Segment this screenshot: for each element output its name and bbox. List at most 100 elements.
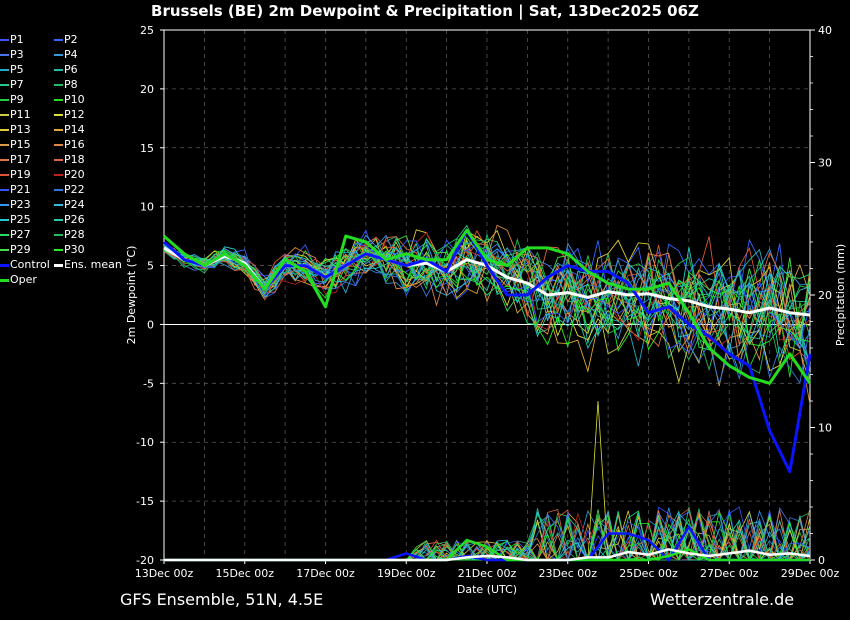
y-tick-label: -15 — [136, 495, 154, 508]
x-tick-label: 23Dec 00z — [538, 567, 597, 580]
legend-swatch — [0, 114, 9, 116]
legend-item: P5 — [0, 62, 24, 77]
y2-tick-label: 20 — [818, 289, 832, 302]
legend-swatch — [0, 174, 9, 176]
legend-label: Oper — [10, 273, 37, 286]
y-tick-label: 10 — [140, 201, 154, 214]
legend-label: Ens. mean — [64, 258, 122, 271]
legend-item: P21 — [0, 182, 31, 197]
legend-item: Oper — [0, 272, 37, 287]
legend-label: P18 — [64, 153, 85, 166]
legend-label: P22 — [64, 183, 85, 196]
member-line-P25 — [163, 245, 811, 345]
legend-label: P12 — [64, 108, 85, 121]
y-tick-label: 5 — [147, 260, 154, 273]
legend-item: P27 — [0, 227, 31, 242]
legend-swatch — [54, 114, 63, 116]
legend-swatch — [0, 263, 9, 267]
legend-label: P24 — [64, 198, 85, 211]
legend-item: P26 — [54, 212, 85, 227]
y-tick-label: -5 — [143, 377, 154, 390]
y2-tick-label: 0 — [818, 554, 825, 567]
x-tick-label: 15Dec 00z — [215, 567, 274, 580]
legend-label: P11 — [10, 108, 31, 121]
member-line-P17 — [163, 245, 811, 346]
legend-swatch — [0, 84, 9, 86]
legend-swatch — [54, 54, 63, 56]
legend-swatch — [0, 249, 9, 251]
legend-swatch — [0, 99, 9, 101]
x-tick-label: 13Dec 00z — [135, 567, 194, 580]
legend-swatch — [0, 129, 9, 131]
legend-swatch — [0, 278, 9, 282]
y2-tick-label: 10 — [818, 422, 832, 435]
legend-item: P28 — [54, 227, 85, 242]
x-axis-label: Date (UTC) — [457, 583, 517, 596]
y-tick-label: 0 — [147, 318, 154, 331]
legend-swatch — [54, 204, 63, 206]
legend-label: P27 — [10, 228, 31, 241]
legend-label: P2 — [64, 33, 78, 46]
legend-label: Control — [10, 258, 50, 271]
y2-axis-label: Precipitation (mm) — [834, 244, 847, 346]
series-lines — [163, 228, 812, 474]
legend-item: P30 — [54, 242, 85, 257]
legend-item: Control — [0, 257, 50, 272]
member-line-P24 — [163, 246, 811, 354]
axis-labels: 25 20 15 10 5 0 -5 -10 -15 -20 40 30 20 10 0 13Dec 00z 1… — [125, 24, 847, 596]
legend-item: P20 — [54, 167, 85, 182]
legend-item: P4 — [54, 47, 78, 62]
legend-item: P8 — [54, 77, 78, 92]
legend-swatch — [54, 84, 63, 86]
legend-label: P8 — [64, 78, 78, 91]
legend-item: P14 — [54, 122, 85, 137]
legend-item: P1 — [0, 32, 24, 47]
legend-item: P25 — [0, 212, 31, 227]
footer-site: Wetterzentrale.de — [650, 590, 795, 609]
legend-item: P10 — [54, 92, 85, 107]
legend-label: P6 — [64, 63, 78, 76]
legend-item: P22 — [54, 182, 85, 197]
legend-swatch — [54, 263, 63, 267]
legend-label: P9 — [10, 93, 24, 106]
legend-label: P20 — [64, 168, 85, 181]
footer-source: GFS Ensemble, 51N, 4.5E — [120, 590, 324, 609]
legend-label: P23 — [10, 198, 31, 211]
legend-item: P23 — [0, 197, 31, 212]
y-tick-label: -10 — [136, 436, 154, 449]
legend-swatch — [0, 189, 9, 191]
chart-title: Brussels (BE) 2m Dewpoint & Precipitatio… — [151, 2, 699, 20]
legend-item: P7 — [0, 77, 24, 92]
y2-tick-label: 30 — [818, 157, 832, 170]
x-tick-label: 27Dec 00z — [700, 567, 759, 580]
y-tick-label: 25 — [140, 24, 154, 37]
x-tick-label: 19Dec 00z — [377, 567, 436, 580]
legend-swatch — [0, 69, 9, 71]
legend-label: P14 — [64, 123, 85, 136]
legend-label: P21 — [10, 183, 31, 196]
legend-label: P16 — [64, 138, 85, 151]
legend-swatch — [54, 39, 63, 41]
legend-label: P13 — [10, 123, 31, 136]
legend-swatch — [54, 99, 63, 101]
legend-swatch — [54, 144, 63, 146]
legend-label: P4 — [64, 48, 78, 61]
legend-swatch — [0, 219, 9, 221]
legend-item: P12 — [54, 107, 85, 122]
y-tick-label: 15 — [140, 142, 154, 155]
legend-label: P29 — [10, 243, 31, 256]
legend-label: P10 — [64, 93, 85, 106]
y2-tick-label: 40 — [818, 24, 832, 37]
legend-item: P9 — [0, 92, 24, 107]
series-line-oper — [163, 228, 812, 385]
legend-item: P3 — [0, 47, 24, 62]
legend-swatch — [54, 129, 63, 131]
precip-line-mean — [164, 548, 811, 562]
y-axis-label: 2m Dewpoint (°C) — [125, 246, 138, 345]
x-tick-label: 25Dec 00z — [619, 567, 678, 580]
legend-swatch — [0, 54, 9, 56]
legend-label: P15 — [10, 138, 31, 151]
legend-label: P17 — [10, 153, 31, 166]
precipitation-lines — [164, 400, 811, 562]
